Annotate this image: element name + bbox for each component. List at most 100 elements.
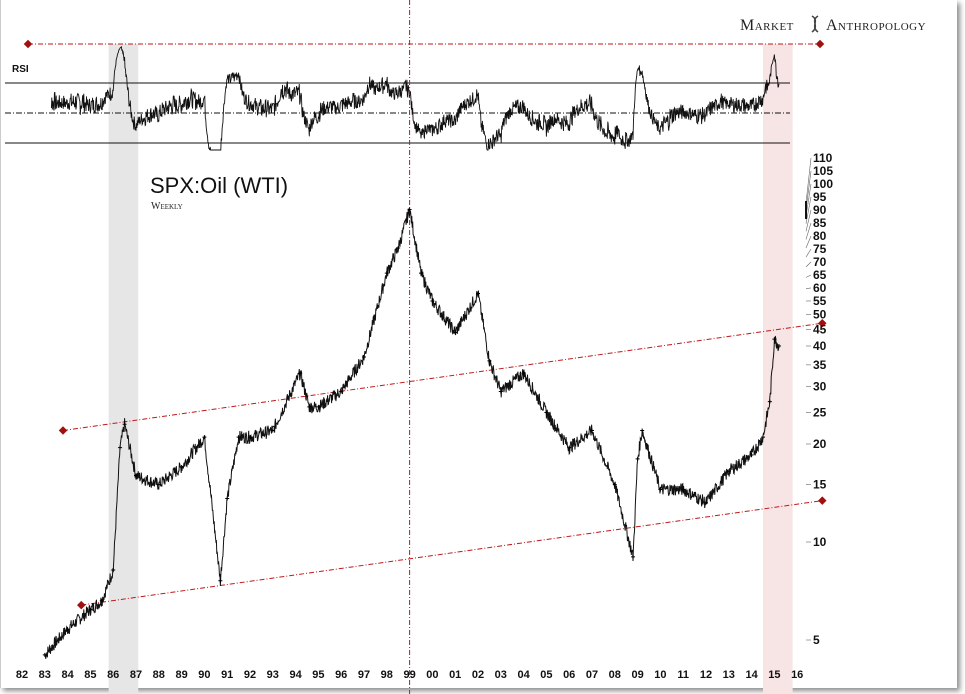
x-tick-label: 83	[39, 669, 51, 681]
data-point	[99, 598, 104, 603]
data-point	[134, 473, 138, 478]
data-point	[772, 337, 777, 342]
y-tick-label: 45	[813, 322, 827, 336]
data-point	[612, 482, 617, 487]
data-point	[544, 410, 549, 415]
y-tick-label: 55	[813, 294, 827, 308]
y-tick-mark	[805, 157, 812, 204]
x-tick-label: 87	[130, 669, 142, 681]
data-point	[521, 371, 526, 376]
data-point	[767, 399, 772, 404]
data-point	[487, 358, 492, 363]
x-tick-label: 14	[745, 669, 758, 681]
data-point	[111, 568, 116, 573]
x-tick-label: 97	[358, 669, 370, 681]
x-tick-label: 85	[84, 669, 96, 681]
data-point	[65, 627, 70, 632]
x-tick-label: 08	[609, 669, 621, 681]
x-tick-label: 82	[16, 669, 28, 681]
data-point	[270, 428, 275, 433]
y-tick-label: 10	[813, 535, 827, 549]
x-tick-label: 15	[768, 669, 780, 681]
x-tick-label: 96	[335, 669, 347, 681]
data-point	[122, 422, 127, 427]
brand-left: Market	[740, 17, 794, 34]
data-point	[339, 389, 344, 394]
data-point	[498, 389, 503, 394]
data-point	[179, 464, 184, 469]
trendline-upper-channel	[62, 322, 823, 432]
diamond-marker	[58, 426, 68, 435]
trendline-lower-channel	[81, 500, 823, 606]
diamond-marker	[818, 318, 827, 328]
data-point	[640, 428, 645, 433]
data-point	[567, 445, 572, 450]
data-point	[476, 291, 480, 296]
data-point	[419, 271, 423, 276]
brand-right: Anthropology	[826, 17, 926, 34]
x-tick-label: 11	[677, 669, 689, 681]
brand-logo: Market Anthropology	[740, 15, 926, 34]
diamond-marker	[818, 496, 827, 505]
data-point	[407, 207, 412, 212]
x-tick-label: 12	[700, 669, 712, 681]
x-tick-label: 02	[472, 669, 484, 681]
x-tick-label: 90	[198, 669, 210, 681]
diamond-marker	[23, 39, 33, 49]
y-tick-label: 65	[813, 268, 827, 282]
data-point	[430, 298, 435, 303]
x-tick-label: 01	[449, 669, 461, 681]
y-tick-mark	[805, 274, 812, 278]
shaded-period-2015	[763, 44, 793, 694]
x-tick-label: 93	[267, 669, 279, 681]
y-tick-mark	[805, 261, 812, 268]
y-tick-label: 90	[813, 203, 827, 217]
y-tick-label: 110	[813, 151, 833, 165]
y-tick-label: 70	[813, 255, 827, 269]
price-series	[44, 208, 780, 659]
x-tick-label: 05	[540, 669, 552, 681]
x-tick-label: 07	[586, 669, 598, 681]
x-tick-label: 00	[426, 669, 438, 681]
data-point	[236, 435, 241, 440]
x-tick-label: 09	[631, 669, 643, 681]
data-point	[726, 469, 731, 474]
data-point	[156, 482, 161, 487]
chart-title: SPX:Oil (WTI)	[150, 173, 288, 198]
data-point	[316, 404, 321, 409]
y-tick-mark	[805, 287, 812, 289]
y-tick-label: 100	[813, 177, 833, 191]
y-tick-mark	[805, 235, 812, 249]
x-tick-label: 98	[381, 669, 393, 681]
x-tick-label: 91	[221, 669, 233, 681]
x-tick-label: 06	[563, 669, 575, 681]
data-point	[88, 607, 93, 612]
rsi-label: RSI	[12, 64, 29, 75]
data-point	[118, 445, 123, 450]
data-point	[658, 487, 663, 492]
shaded-period-1986	[108, 44, 139, 694]
x-tick-label: 04	[517, 669, 530, 681]
x-tick-label: 99	[403, 669, 415, 681]
chart-subtitle: Weekly	[151, 201, 183, 212]
data-point	[453, 330, 458, 335]
data-point	[225, 496, 230, 501]
y-tick-label: 105	[813, 164, 833, 178]
data-point	[307, 404, 312, 409]
data-point	[704, 500, 708, 505]
data-point	[635, 456, 640, 461]
dna-icon	[811, 15, 819, 33]
data-point	[248, 435, 252, 440]
y-tick-label: 40	[813, 339, 827, 353]
y-tick-label: 85	[813, 216, 827, 230]
rsi-series	[50, 45, 780, 151]
data-point	[749, 453, 754, 458]
data-point	[590, 428, 594, 433]
y-tick-mark	[805, 248, 812, 258]
x-tick-label: 84	[61, 669, 74, 681]
data-point	[681, 487, 686, 492]
y-tick-label: 75	[813, 242, 827, 256]
data-point	[42, 652, 47, 657]
y-tick-label: 95	[813, 190, 827, 204]
y-tick-label: 25	[813, 405, 827, 419]
